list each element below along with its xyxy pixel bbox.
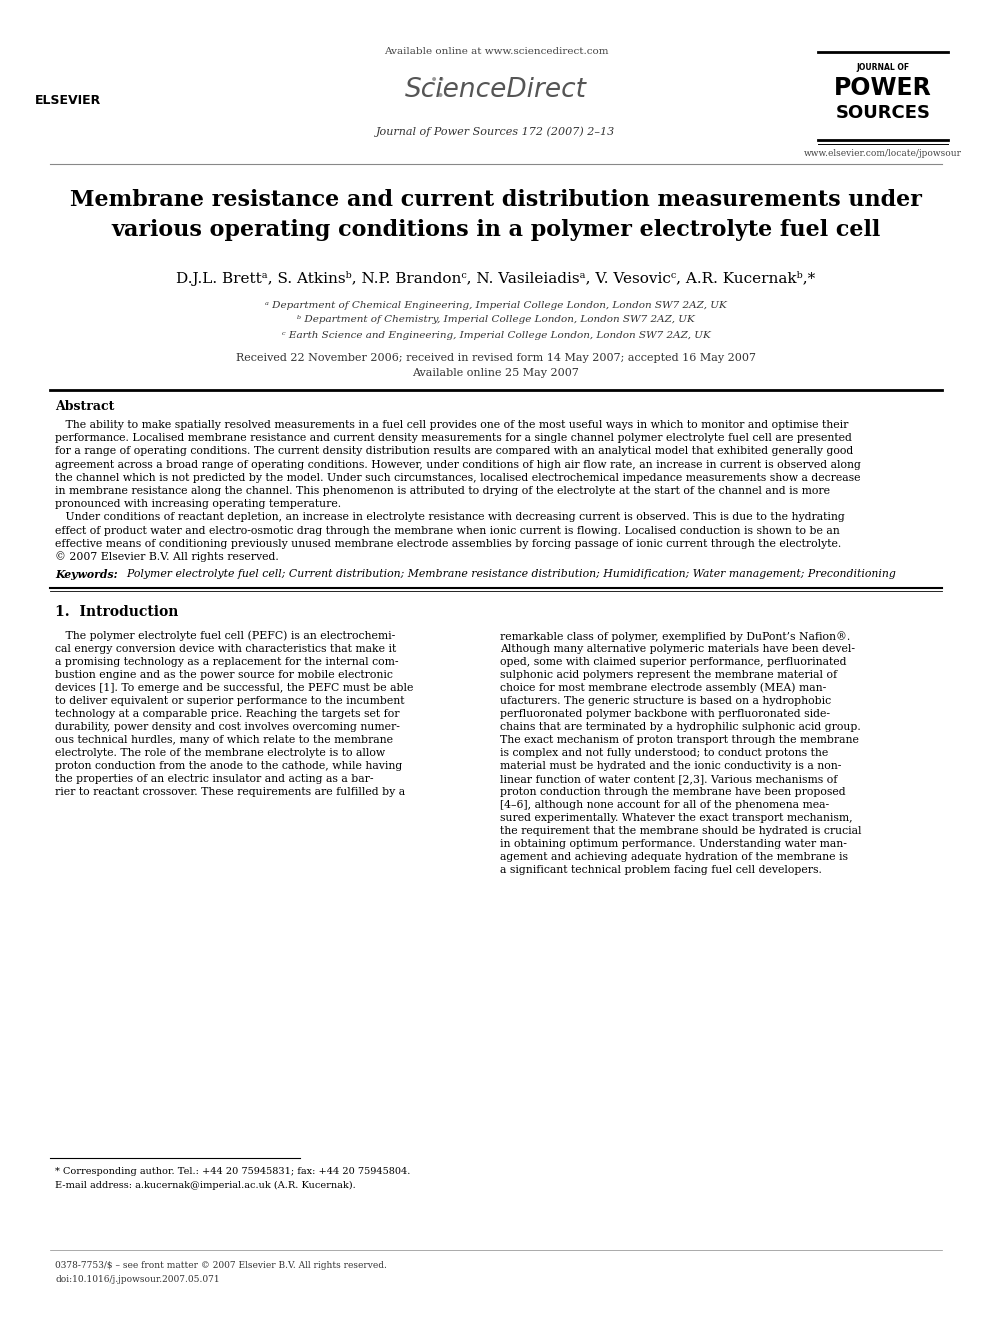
- Text: Journal of Power Sources 172 (2007) 2–13: Journal of Power Sources 172 (2007) 2–13: [376, 127, 616, 138]
- Text: Polymer electrolyte fuel cell; Current distribution; Membrane resistance distrib: Polymer electrolyte fuel cell; Current d…: [120, 569, 896, 579]
- Text: The polymer electrolyte fuel cell (PEFC) is an electrochemi-: The polymer electrolyte fuel cell (PEFC)…: [55, 631, 395, 642]
- Text: chains that are terminated by a hydrophilic sulphonic acid group.: chains that are terminated by a hydrophi…: [500, 722, 861, 732]
- Text: cal energy conversion device with characteristics that make it: cal energy conversion device with charac…: [55, 644, 396, 654]
- Text: The ability to make spatially resolved measurements in a fuel cell provides one : The ability to make spatially resolved m…: [55, 419, 848, 430]
- Bar: [28, 25, 103, 85]
- Text: D.J.L. Brettᵃ, S. Atkinsᵇ, N.P. Brandonᶜ, N. Vasileiadisᵃ, V. Vesovicᶜ, A.R. Kuc: D.J.L. Brettᵃ, S. Atkinsᵇ, N.P. Brandonᶜ…: [177, 270, 815, 286]
- Text: [4–6], although none account for all of the phenomena mea-: [4–6], although none account for all of …: [500, 800, 829, 810]
- Text: choice for most membrane electrode assembly (MEA) man-: choice for most membrane electrode assem…: [500, 683, 826, 693]
- Text: remarkable class of polymer, exemplified by DuPont’s Nafion®.: remarkable class of polymer, exemplified…: [500, 631, 850, 642]
- Text: material must be hydrated and the ionic conductivity is a non-: material must be hydrated and the ionic …: [500, 761, 841, 771]
- Text: devices [1]. To emerge and be successful, the PEFC must be able: devices [1]. To emerge and be successful…: [55, 683, 414, 693]
- Text: effect of product water and electro-osmotic drag through the membrane when ionic: effect of product water and electro-osmo…: [55, 525, 840, 536]
- Text: ufacturers. The generic structure is based on a hydrophobic: ufacturers. The generic structure is bas…: [500, 696, 831, 706]
- Text: Membrane resistance and current distribution measurements under
various operatin: Membrane resistance and current distribu…: [70, 189, 922, 241]
- Text: agreement across a broad range of operating conditions. However, under condition: agreement across a broad range of operat…: [55, 459, 861, 470]
- Text: Abstract: Abstract: [55, 401, 114, 414]
- Text: durability, power density and cost involves overcoming numer-: durability, power density and cost invol…: [55, 722, 400, 732]
- Text: ScienceDirect: ScienceDirect: [405, 77, 587, 103]
- Text: linear function of water content [2,3]. Various mechanisms of: linear function of water content [2,3]. …: [500, 774, 837, 785]
- Text: is complex and not fully understood; to conduct protons the: is complex and not fully understood; to …: [500, 749, 828, 758]
- Text: E-mail address: a.kucernak@imperial.ac.uk (A.R. Kucernak).: E-mail address: a.kucernak@imperial.ac.u…: [55, 1180, 356, 1189]
- Text: sured experimentally. Whatever the exact transport mechanism,: sured experimentally. Whatever the exact…: [500, 814, 853, 823]
- Text: pronounced with increasing operating temperature.: pronounced with increasing operating tem…: [55, 499, 341, 509]
- Text: performance. Localised membrane resistance and current density measurements for : performance. Localised membrane resistan…: [55, 433, 852, 443]
- Text: the properties of an electric insulator and acting as a bar-: the properties of an electric insulator …: [55, 774, 374, 785]
- Text: Available online at www.sciencedirect.com: Available online at www.sciencedirect.co…: [384, 48, 608, 57]
- Text: a promising technology as a replacement for the internal com-: a promising technology as a replacement …: [55, 658, 399, 667]
- Text: ᵃ Department of Chemical Engineering, Imperial College London, London SW7 2AZ, U: ᵃ Department of Chemical Engineering, Im…: [265, 300, 727, 310]
- Text: in membrane resistance along the channel. This phenomenon is attributed to dryin: in membrane resistance along the channel…: [55, 486, 830, 496]
- Text: JOURNAL OF: JOURNAL OF: [856, 62, 910, 71]
- Text: 1.  Introduction: 1. Introduction: [55, 605, 179, 619]
- Text: in obtaining optimum performance. Understanding water man-: in obtaining optimum performance. Unders…: [500, 839, 847, 849]
- Text: oped, some with claimed superior performance, perfluorinated: oped, some with claimed superior perform…: [500, 658, 846, 667]
- Text: * Corresponding author. Tel.: +44 20 75945831; fax: +44 20 75945804.: * Corresponding author. Tel.: +44 20 759…: [55, 1167, 411, 1176]
- Text: ELSEVIER: ELSEVIER: [35, 94, 101, 106]
- Text: sulphonic acid polymers represent the membrane material of: sulphonic acid polymers represent the me…: [500, 671, 837, 680]
- Text: technology at a comparable price. Reaching the targets set for: technology at a comparable price. Reachi…: [55, 709, 400, 720]
- Text: perfluoronated polymer backbone with perfluoronated side-: perfluoronated polymer backbone with per…: [500, 709, 830, 720]
- Text: the channel which is not predicted by the model. Under such circumstances, local: the channel which is not predicted by th…: [55, 472, 860, 483]
- Text: a significant technical problem facing fuel cell developers.: a significant technical problem facing f…: [500, 865, 822, 876]
- Text: Received 22 November 2006; received in revised form 14 May 2007; accepted 16 May: Received 22 November 2006; received in r…: [236, 353, 756, 363]
- Text: © 2007 Elsevier B.V. All rights reserved.: © 2007 Elsevier B.V. All rights reserved…: [55, 552, 279, 562]
- Text: Available online 25 May 2007: Available online 25 May 2007: [413, 368, 579, 378]
- Text: Under conditions of reactant depletion, an increase in electrolyte resistance wi: Under conditions of reactant depletion, …: [55, 512, 845, 523]
- Text: doi:10.1016/j.jpowsour.2007.05.071: doi:10.1016/j.jpowsour.2007.05.071: [55, 1274, 219, 1283]
- Text: agement and achieving adequate hydration of the membrane is: agement and achieving adequate hydration…: [500, 852, 848, 863]
- Text: ••
 •: •• •: [430, 73, 446, 103]
- Text: rier to reactant crossover. These requirements are fulfilled by a: rier to reactant crossover. These requir…: [55, 787, 405, 798]
- Text: proton conduction through the membrane have been proposed: proton conduction through the membrane h…: [500, 787, 845, 798]
- Text: ous technical hurdles, many of which relate to the membrane: ous technical hurdles, many of which rel…: [55, 736, 393, 745]
- Text: POWER: POWER: [834, 75, 931, 101]
- Text: ᶜ Earth Science and Engineering, Imperial College London, London SW7 2AZ, UK: ᶜ Earth Science and Engineering, Imperia…: [282, 331, 710, 340]
- Text: www.elsevier.com/locate/jpowsour: www.elsevier.com/locate/jpowsour: [804, 148, 962, 157]
- Text: Although many alternative polymeric materials have been devel-: Although many alternative polymeric mate…: [500, 644, 855, 654]
- Text: 0378-7753/$ – see front matter © 2007 Elsevier B.V. All rights reserved.: 0378-7753/$ – see front matter © 2007 El…: [55, 1261, 387, 1270]
- Text: proton conduction from the anode to the cathode, while having: proton conduction from the anode to the …: [55, 761, 402, 771]
- Text: The exact mechanism of proton transport through the membrane: The exact mechanism of proton transport …: [500, 736, 859, 745]
- Text: the requirement that the membrane should be hydrated is crucial: the requirement that the membrane should…: [500, 826, 861, 836]
- Text: for a range of operating conditions. The current density distribution results ar: for a range of operating conditions. The…: [55, 446, 853, 456]
- Text: Keywords:: Keywords:: [55, 569, 118, 579]
- Text: SOURCES: SOURCES: [835, 105, 930, 122]
- Text: electrolyte. The role of the membrane electrolyte is to allow: electrolyte. The role of the membrane el…: [55, 749, 385, 758]
- Text: to deliver equivalent or superior performance to the incumbent: to deliver equivalent or superior perfor…: [55, 696, 405, 706]
- Text: bustion engine and as the power source for mobile electronic: bustion engine and as the power source f…: [55, 671, 393, 680]
- Text: effective means of conditioning previously unused membrane electrode assemblies : effective means of conditioning previous…: [55, 538, 841, 549]
- Text: ᵇ Department of Chemistry, Imperial College London, London SW7 2AZ, UK: ᵇ Department of Chemistry, Imperial Coll…: [298, 315, 694, 324]
